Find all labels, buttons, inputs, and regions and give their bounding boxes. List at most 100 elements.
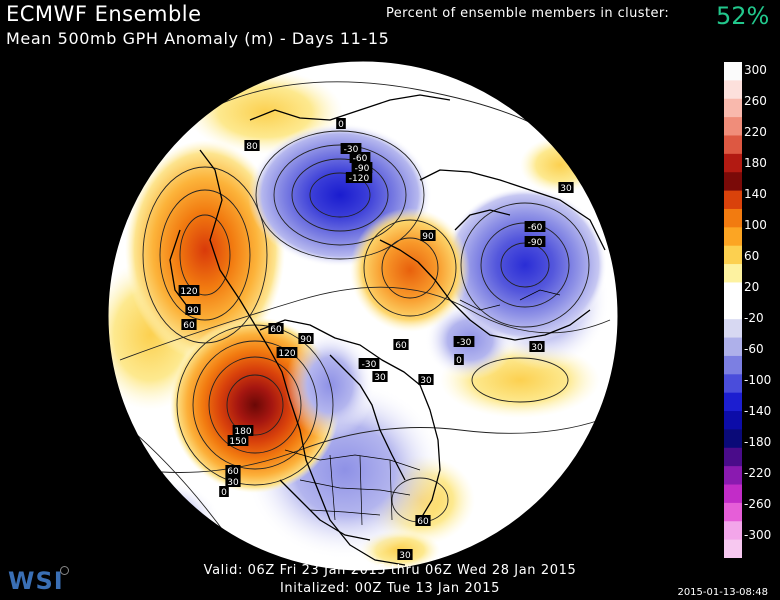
contour-label-box bbox=[340, 143, 362, 154]
colorbar-swatch bbox=[724, 521, 742, 541]
contour-label: 180 bbox=[232, 425, 254, 437]
contour-label-text: 30 bbox=[531, 343, 543, 353]
colorbar-label: -60 bbox=[744, 342, 764, 356]
contour-label: 30 bbox=[529, 341, 545, 353]
colorbar-swatch bbox=[724, 245, 742, 265]
colorbar-swatch bbox=[724, 337, 742, 357]
contour-label: 60 bbox=[268, 323, 284, 335]
registered-mark-icon bbox=[60, 566, 69, 575]
contour-label-text: -90 bbox=[355, 164, 370, 174]
contour-label-text: 60 bbox=[395, 341, 407, 351]
contour-label-box bbox=[268, 323, 284, 334]
colorbar-label: 20 bbox=[744, 280, 760, 294]
colorbar-swatch bbox=[724, 62, 742, 81]
contour-label: 120 bbox=[178, 285, 200, 297]
colorbar-label: 260 bbox=[744, 94, 767, 108]
map-border bbox=[107, 60, 619, 572]
colorbar-swatch bbox=[724, 282, 742, 302]
contour-label-text: 0 bbox=[456, 356, 462, 366]
contour-label: 30 bbox=[418, 374, 434, 386]
contour-label: 60 bbox=[393, 339, 409, 351]
borders bbox=[284, 289, 561, 526]
contour-label-box bbox=[225, 476, 241, 487]
colorbar-swatch bbox=[724, 484, 742, 504]
contour-label-box bbox=[420, 230, 436, 241]
colorbar-swatch bbox=[724, 117, 742, 136]
contour-label: 30 bbox=[372, 371, 388, 383]
timestamp: 2015-01-13-08:48 bbox=[677, 587, 768, 598]
contour-label-text: -60 bbox=[528, 223, 543, 233]
contour-label-text: -120 bbox=[349, 174, 370, 184]
contour-label-box bbox=[358, 358, 380, 369]
cluster-percent: 52% bbox=[716, 2, 770, 30]
colorbar-swatch bbox=[724, 227, 742, 247]
contour-label-text: -30 bbox=[344, 145, 359, 155]
colorbar-swatch bbox=[724, 319, 742, 339]
contour-label-box bbox=[529, 341, 545, 352]
colorbar-swatch bbox=[724, 411, 742, 430]
valid-period: Valid: 06Z Fri 23 Jan 2015 thru 06Z Wed … bbox=[203, 563, 577, 578]
colorbar-swatch bbox=[724, 392, 742, 412]
contour-label-box bbox=[372, 371, 388, 382]
contour-label-text: -60 bbox=[353, 154, 368, 164]
contour-label-text: 90 bbox=[187, 306, 199, 316]
colorbar-swatch bbox=[724, 208, 742, 228]
colorbar-swatch bbox=[724, 172, 742, 192]
contour-label-box bbox=[219, 486, 229, 497]
map-subtitle: Mean 500mb GPH Anomaly (m) - Days 11-15 bbox=[6, 29, 390, 48]
contour-label: -120 bbox=[345, 172, 373, 184]
contour-label-box bbox=[349, 152, 371, 163]
colorbar-label: -220 bbox=[744, 466, 772, 480]
contour-label-box bbox=[453, 336, 475, 347]
contour-label-box bbox=[393, 339, 409, 350]
colorbar-swatch bbox=[724, 539, 742, 558]
contour-label: 30 bbox=[397, 549, 413, 561]
colorbar-label: 180 bbox=[744, 156, 767, 170]
contour-label: -30 bbox=[453, 336, 475, 348]
contour-label: 120 bbox=[276, 347, 298, 359]
contour-label: -90 bbox=[351, 162, 373, 174]
colorbar-swatch bbox=[724, 447, 742, 467]
contour-label-box bbox=[336, 118, 346, 129]
wsi-logo: WSI bbox=[8, 567, 64, 595]
colorbar-label: 60 bbox=[744, 249, 760, 263]
contour-label: -60 bbox=[349, 152, 371, 164]
contour-label-box bbox=[225, 465, 241, 476]
contour-label-box bbox=[276, 347, 298, 358]
map-title: ECMWF Ensemble bbox=[6, 2, 202, 26]
colorbar-label: -20 bbox=[744, 311, 764, 325]
colorbar-swatch bbox=[724, 135, 742, 155]
colorbar-swatch bbox=[724, 374, 742, 394]
contour-label: 60 bbox=[415, 515, 431, 527]
contour-label-box bbox=[558, 182, 574, 193]
contour-label-text: 120 bbox=[180, 287, 197, 297]
contour-label: 0 bbox=[454, 354, 464, 366]
contour-label: 30 bbox=[225, 476, 241, 488]
colorbar-label: 300 bbox=[744, 63, 767, 77]
contour-label-box bbox=[418, 374, 434, 385]
contour-label-box bbox=[415, 515, 431, 526]
contour-label: -30 bbox=[358, 358, 380, 370]
contour-label-text: -30 bbox=[457, 338, 472, 348]
colorbar-swatch bbox=[724, 153, 742, 173]
contour-label: -90 bbox=[524, 236, 546, 248]
colorbar-label: 140 bbox=[744, 187, 767, 201]
colorbar-label: -100 bbox=[744, 373, 772, 387]
contour-label-text: 0 bbox=[221, 488, 227, 498]
colorbar bbox=[724, 62, 742, 558]
colorbar-swatch bbox=[724, 429, 742, 449]
colorbar-label: -140 bbox=[744, 404, 772, 418]
colorbar-label: -180 bbox=[744, 435, 772, 449]
contour-label: 30 bbox=[558, 182, 574, 194]
contour-label-text: 60 bbox=[417, 517, 429, 527]
contour-label-text: 30 bbox=[374, 373, 386, 383]
init-time: Initalized: 00Z Tue 13 Jan 2015 bbox=[279, 581, 500, 596]
contour-label-box bbox=[397, 549, 413, 560]
contour-label-text: 60 bbox=[270, 325, 282, 335]
colorbar-label: 100 bbox=[744, 218, 767, 232]
contour-label: -60 bbox=[524, 221, 546, 233]
contour-label: 60 bbox=[181, 319, 197, 331]
contour-label-text: -90 bbox=[528, 238, 543, 248]
